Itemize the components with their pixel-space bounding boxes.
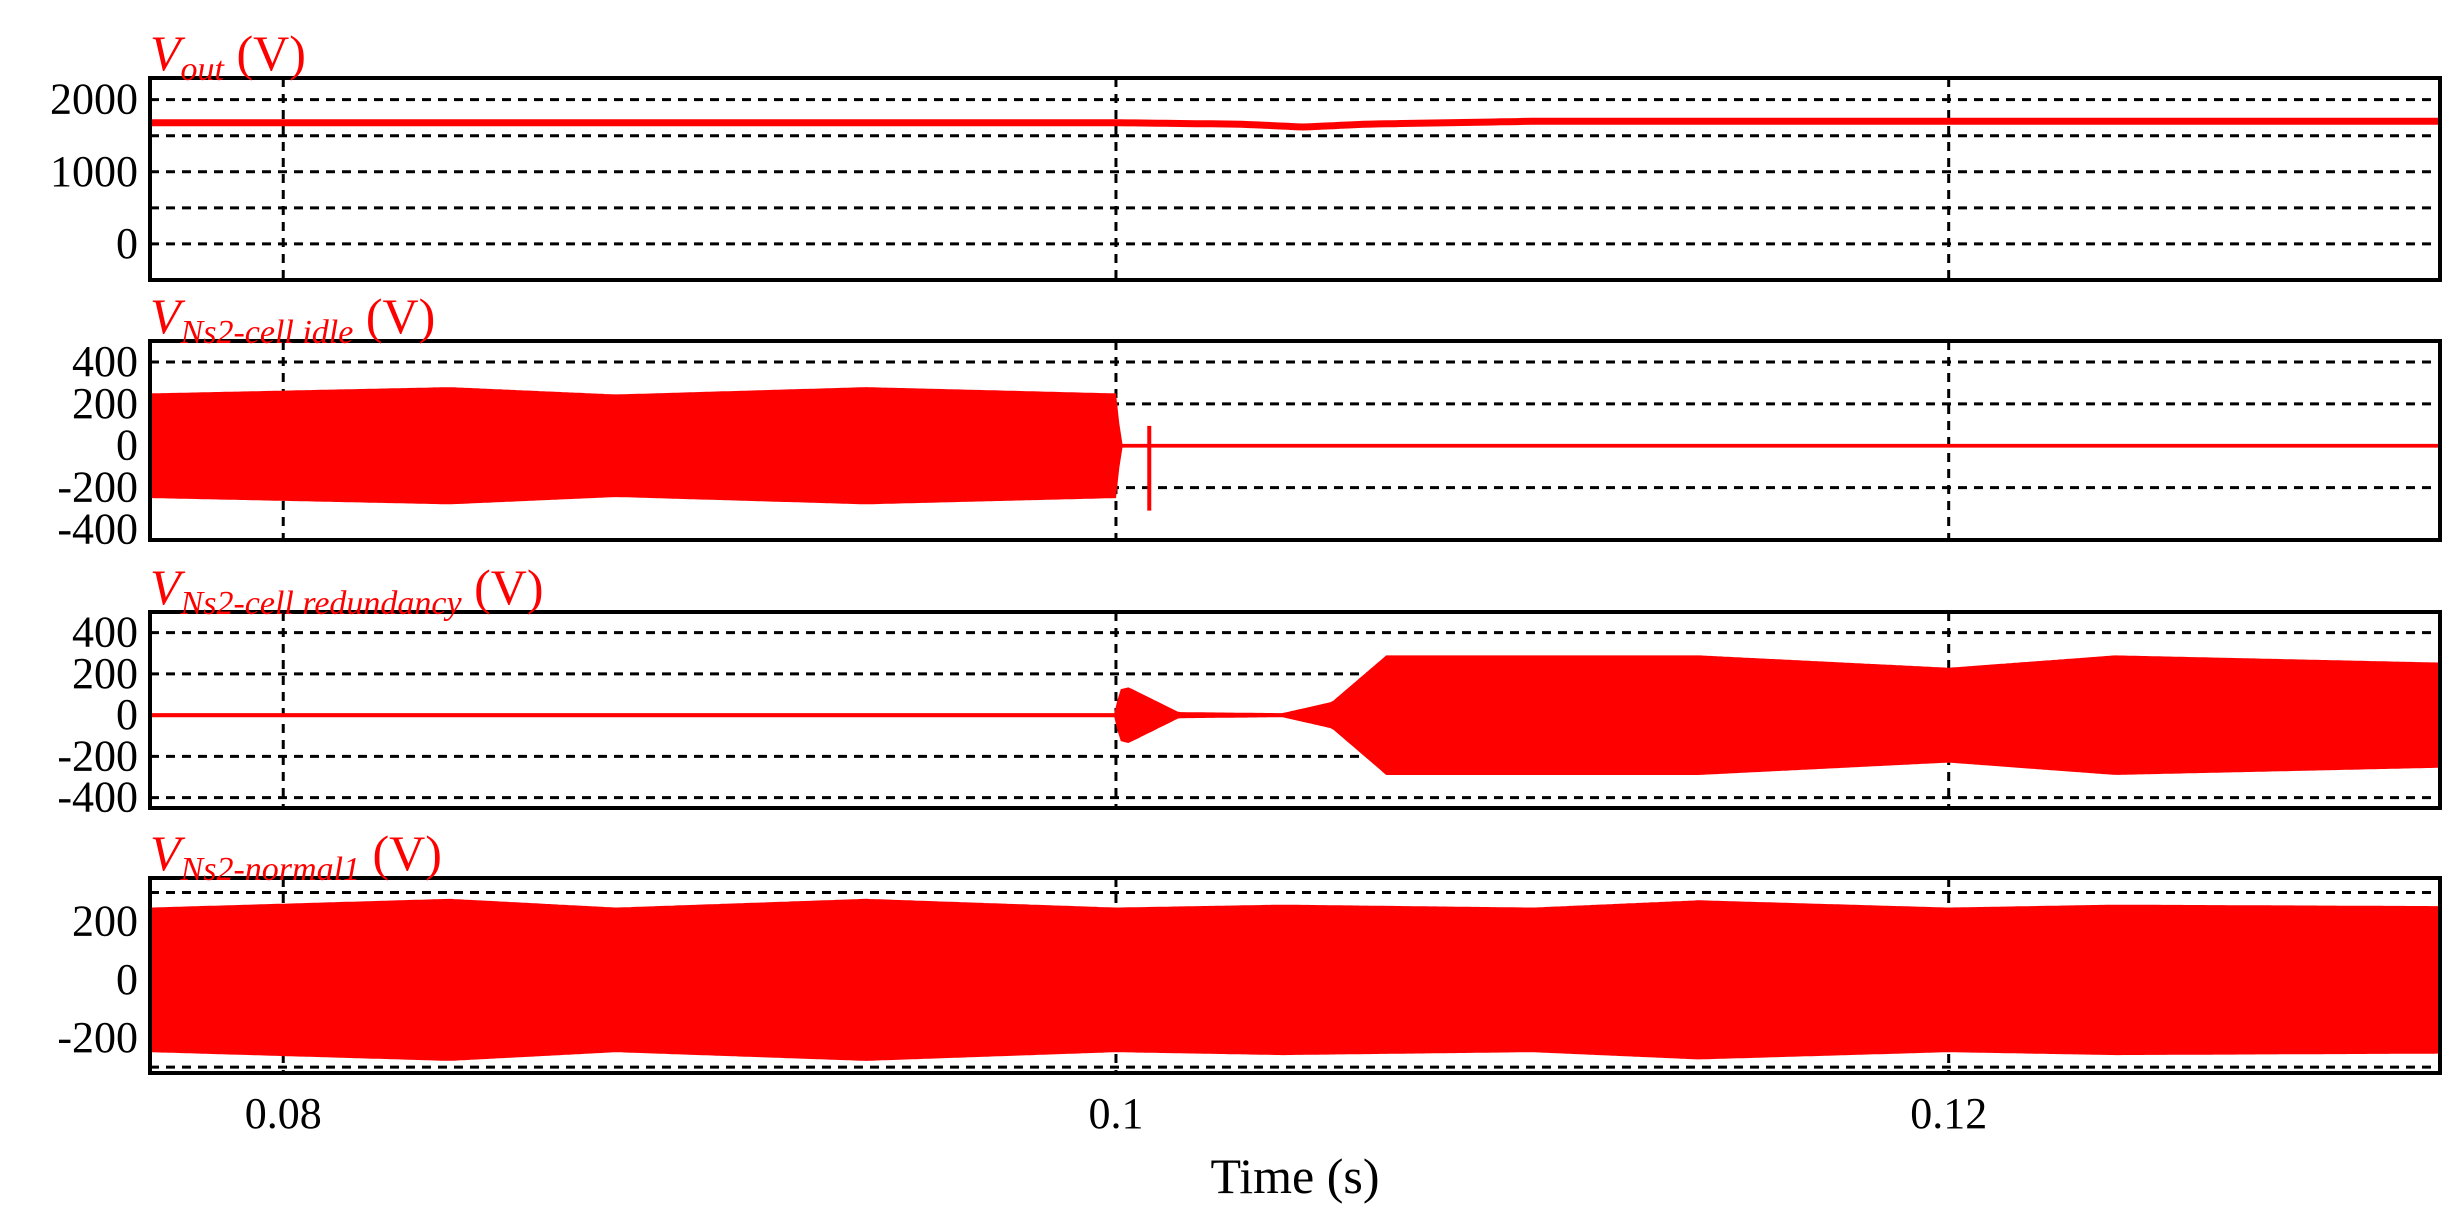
title-symbol: V <box>150 559 186 615</box>
title-symbol: V <box>150 25 186 81</box>
title-unit: (V) <box>360 825 442 881</box>
axes-frame-vout <box>148 76 2442 282</box>
y-tick-label-vns2-redundancy: -400 <box>57 773 138 822</box>
title-subscript: Ns2-cell idle <box>180 314 354 351</box>
axes-frame-vns2-idle <box>148 339 2442 542</box>
x-tick-label: 0.1 <box>1088 1089 1143 1138</box>
title-symbol: V <box>150 825 186 881</box>
x-tick-label: 0.12 <box>1910 1089 1987 1138</box>
y-tick-label-vns2-redundancy: 400 <box>72 608 138 657</box>
title-unit: (V) <box>224 25 306 81</box>
y-tick-label-vns2-normal1: 200 <box>72 897 138 946</box>
y-tick-label-vns2-normal1: -200 <box>57 1013 138 1062</box>
data-layer <box>149 117 2441 1061</box>
y-tick-label-vns2-idle: 0 <box>116 421 138 470</box>
series-band-vns2-normal1 <box>149 898 2441 1061</box>
y-tick-label-vout: 2000 <box>50 75 138 124</box>
y-tick-label-vout: 1000 <box>50 147 138 196</box>
y-tick-label-vns2-redundancy: 200 <box>72 649 138 698</box>
series-line-vout <box>150 117 2440 131</box>
panel-title-vns2-idle: VNs2-cell idle (V) <box>150 288 435 351</box>
title-subscript: out <box>181 51 226 88</box>
title-subscript: Ns2-normal1 <box>180 851 360 888</box>
y-tick-label-vns2-redundancy: -200 <box>57 731 138 780</box>
series-band-vns2-idle <box>149 387 2441 505</box>
x-tick-label: 0.08 <box>245 1089 322 1138</box>
title-unit: (V) <box>353 288 435 344</box>
y-tick-label-vns2-redundancy: 0 <box>116 690 138 739</box>
y-tick-label-vns2-idle: 200 <box>72 379 138 428</box>
frame-layer <box>148 76 2442 1075</box>
y-tick-label-vout: 0 <box>116 219 138 268</box>
x-axis-label: Time (s) <box>1210 1148 1379 1204</box>
axes-frame-vns2-redundancy <box>148 610 2442 810</box>
y-tick-label-vns2-idle: -200 <box>57 463 138 512</box>
title-unit: (V) <box>462 559 544 615</box>
y-tick-label-vns2-idle: -400 <box>57 505 138 554</box>
axes-frame-vns2-normal1 <box>148 876 2442 1075</box>
y-tick-label-vns2-normal1: 0 <box>116 955 138 1004</box>
panel-title-vns2-redundancy: VNs2-cell redundancy (V) <box>150 559 544 622</box>
y-tick-label-vns2-idle: 400 <box>72 337 138 386</box>
panel-title-vout: Vout (V) <box>150 25 306 88</box>
title-symbol: V <box>150 288 186 344</box>
title-subscript: Ns2-cell redundancy <box>180 585 463 622</box>
panel-title-vns2-normal1: VNs2-normal1 (V) <box>150 825 442 888</box>
